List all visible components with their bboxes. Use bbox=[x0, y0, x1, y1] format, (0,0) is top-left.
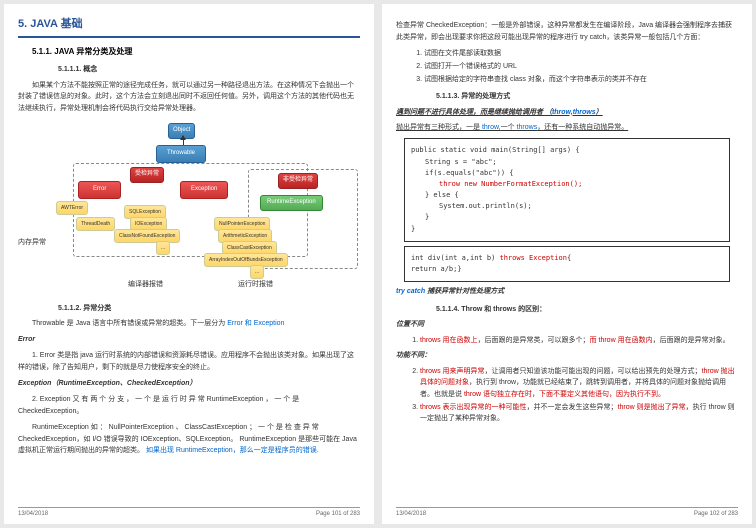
footer-date: 13/04/2018 bbox=[18, 510, 48, 520]
heading-3-handling: 5.1.1.3. 异常的处理方式 bbox=[436, 91, 738, 102]
page-right: 检查异常 CheckedException：一般是外部错误，这种异常都发生在编译… bbox=[382, 4, 752, 524]
error-header: Error bbox=[18, 334, 360, 346]
paragraph-throwable: Throwable 是 Java 语言中所有错误或异常的超类。下一层分为 Err… bbox=[18, 318, 360, 330]
paragraph-exception-branches: 2. Exception 又 有 两 个 分 支 ， 一 个 是 运 行 时 异… bbox=[18, 394, 360, 418]
heading-2: 5.1.1. JAVA 异常分类及处理 bbox=[32, 46, 360, 59]
fn-header: 功能不同： bbox=[396, 350, 738, 362]
footer-page: Page 101 of 283 bbox=[316, 510, 360, 520]
node-throwable: Throwable bbox=[156, 145, 206, 163]
heading-3-concept: 5.1.1.1. 概念 bbox=[58, 64, 360, 75]
fn-item-2: throws 用来声明异常，让调用者只知道该功能可能出现的问题，可以给出预先的处… bbox=[420, 366, 738, 400]
node-thread: ThreadDeath bbox=[76, 217, 115, 231]
heading-1: 5. JAVA 基础 bbox=[18, 16, 360, 38]
li-file-eof: 试图在文件尾部读取数据 bbox=[424, 48, 738, 59]
node-aioob: ArrayIndexOutOfBundsException bbox=[204, 253, 288, 267]
node-dots: ... bbox=[156, 241, 170, 255]
pos-item: throws 用在函数上，后面跟的是异常类，可以跟多个；而 throw 用在函数… bbox=[420, 335, 738, 346]
li-bad-url: 试图打开一个错误格式的 URL bbox=[424, 61, 738, 72]
paragraph-concept: 如果某个方法不能按照正常的途径完成任务，就可以通过另一种路径退出方法。在这种情况… bbox=[18, 80, 360, 116]
pos-header: 位置不同 bbox=[396, 319, 738, 331]
footer-date-r: 13/04/2018 bbox=[396, 510, 426, 520]
page-left: 5. JAVA 基础 5.1.1. JAVA 异常分类及处理 5.1.1.1. … bbox=[4, 4, 374, 524]
label-checked: 受检异常 bbox=[130, 167, 164, 183]
checked-list: 试图在文件尾部读取数据 试图打开一个错误格式的 URL 试图根据给定的字符串查找… bbox=[424, 48, 738, 86]
page-footer-left: 13/04/2018 Page 101 of 283 bbox=[18, 507, 360, 520]
heading-3-diff: 5.1.1.4. Throw 和 throws 的区别： bbox=[436, 304, 738, 315]
sub-try-catch: try catch 捕获异常针对性处理方式 bbox=[396, 286, 738, 298]
code-block-1: public static void main(String[] args) {… bbox=[404, 138, 730, 242]
para-three-forms: 抛出异常有三种形式，一是 throw,一个 throws，还有一种系统自动抛异常… bbox=[396, 122, 738, 134]
page-footer-right: 13/04/2018 Page 102 of 283 bbox=[396, 507, 738, 520]
exception-header: Exception（RuntimeException、CheckedExcept… bbox=[18, 378, 360, 390]
caption-compiler: 编译器报错 bbox=[128, 279, 163, 290]
fn-list: throws 用来声明异常，让调用者只知道该功能可能出现的问题，可以给出预先的处… bbox=[420, 366, 738, 424]
caption-runtime: 运行时报错 bbox=[238, 279, 273, 290]
node-cnf: ClassNotFoundException bbox=[114, 229, 180, 243]
label-mem-err: 内存异常 bbox=[18, 237, 46, 248]
node-runtime: RuntimeException bbox=[260, 195, 323, 211]
pos-list: throws 用在函数上，后面跟的是异常类，可以跟多个；而 throw 用在函数… bbox=[420, 335, 738, 346]
fn-item-3: throws 表示出现异常的一种可能性，并不一定会发生这些异常；throw 则是… bbox=[420, 402, 738, 424]
sub-throw-throws: 遇到问题不进行具体处理，而是继续抛给调用者 （throw,throws） bbox=[396, 107, 738, 119]
node-error: Error bbox=[78, 181, 121, 199]
label-unchecked: 非受检异常 bbox=[278, 173, 318, 189]
node-awt: AWTError bbox=[56, 201, 88, 215]
code-block-2: int div(int a,int b) throws Exception{ r… bbox=[404, 246, 730, 282]
link-error-exception: Error 和 Exception bbox=[227, 320, 284, 327]
exception-hierarchy-diagram: Object Throwable 受检异常 Error Exception 非受… bbox=[18, 123, 360, 295]
paragraph-error: 1. Error 类是指 java 运行时系统的内部错误和资源耗尽错误。应用程序… bbox=[18, 350, 360, 374]
node-exception: Exception bbox=[180, 181, 228, 199]
paragraph-runtime-desc: RuntimeException 如 ： NullPointerExceptio… bbox=[18, 422, 360, 458]
heading-3-classify: 5.1.1.2. 异常分类 bbox=[58, 303, 360, 314]
li-class-not-found: 试图根据给定的字符串查找 class 对象，而这个字符串表示的类并不存在 bbox=[424, 74, 738, 85]
footer-page-r: Page 102 of 283 bbox=[694, 510, 738, 520]
paragraph-checked: 检查异常 CheckedException：一般是外部错误，这种异常都发生在编译… bbox=[396, 20, 738, 44]
node-dots2: ... bbox=[250, 265, 264, 279]
